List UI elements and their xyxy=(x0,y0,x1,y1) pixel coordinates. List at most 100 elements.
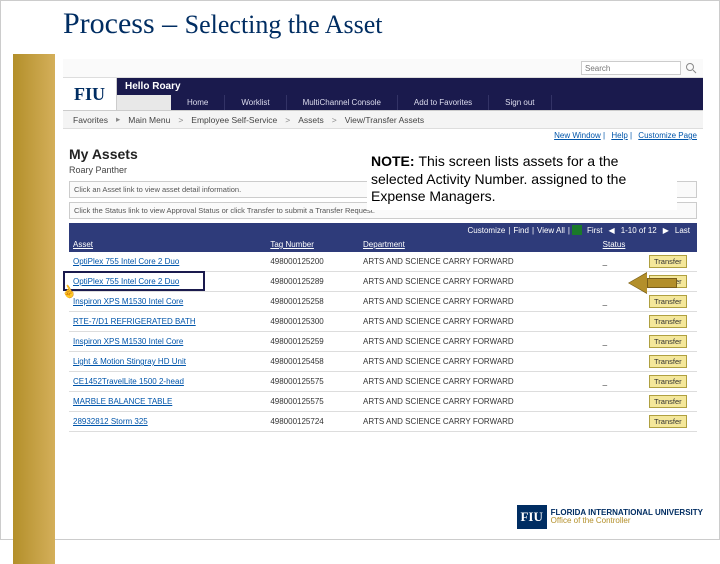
asset-cell: OptiPlex 755 Intel Core 2 Duo xyxy=(69,272,266,292)
col-tag[interactable]: Tag Number xyxy=(266,237,359,252)
asset-link[interactable]: MARBLE BALANCE TABLE xyxy=(73,397,172,406)
link-new-window[interactable]: New Window xyxy=(554,131,601,140)
bc-view[interactable]: View/Transfer Assets xyxy=(345,115,424,125)
search-input[interactable] xyxy=(581,61,681,75)
fiu-logo: FIU xyxy=(63,78,117,110)
pager-next-icon[interactable]: ▶ xyxy=(663,226,669,235)
transfer-cell: Transfer xyxy=(645,312,697,332)
dept-cell: ARTS AND SCIENCE CARRY FORWARD xyxy=(359,352,599,372)
dept-cell: ARTS AND SCIENCE CARRY FORWARD xyxy=(359,252,599,272)
transfer-button[interactable]: Transfer xyxy=(649,255,687,268)
dept-cell: ARTS AND SCIENCE CARRY FORWARD xyxy=(359,272,599,292)
transfer-button[interactable]: Transfer xyxy=(649,335,687,348)
table-row: OptiPlex 755 Intel Core 2 Duo 49800012520… xyxy=(69,252,697,272)
status-cell: _ xyxy=(599,372,645,392)
tag-cell: 498000125289 xyxy=(266,272,359,292)
link-customize-page[interactable]: Customize Page xyxy=(638,131,697,140)
title-main: Process – xyxy=(63,7,185,40)
asset-cell: Light & Motion Stingray HD Unit xyxy=(69,352,266,372)
asset-link[interactable]: Inspiron XPS M1530 Intel Core xyxy=(73,337,183,346)
nav-multichannel[interactable]: MultiChannel Console xyxy=(287,95,398,110)
transfer-button[interactable]: Transfer xyxy=(649,355,687,368)
asset-link[interactable]: 28932812 Storm 325 xyxy=(73,417,148,426)
table-controls: Customize | Find | View All | First ◀ 1-… xyxy=(69,223,697,237)
transfer-cell: Transfer xyxy=(645,392,697,412)
ctrl-last[interactable]: Last xyxy=(675,226,690,235)
nav-favorites[interactable]: Add to Favorites xyxy=(398,95,489,110)
asset-cell: CE1452TravelLite 1500 2-head xyxy=(69,372,266,392)
ctrl-first[interactable]: First xyxy=(587,226,603,235)
status-cell xyxy=(599,392,645,412)
bc-favorites[interactable]: Favorites xyxy=(73,115,108,125)
tag-cell: 498000125575 xyxy=(266,392,359,412)
pager-prev-icon[interactable]: ◀ xyxy=(609,226,615,235)
link-help[interactable]: Help xyxy=(611,131,627,140)
breadcrumb: Favorites▸ Main Menu> Employee Self-Serv… xyxy=(63,111,703,129)
tag-cell: 498000125200 xyxy=(266,252,359,272)
tag-cell: 498000125259 xyxy=(266,332,359,352)
dept-cell: ARTS AND SCIENCE CARRY FORWARD xyxy=(359,412,599,432)
nav-home[interactable]: Home xyxy=(171,95,225,110)
dept-cell: ARTS AND SCIENCE CARRY FORWARD xyxy=(359,312,599,332)
hello-user: Hello Roary xyxy=(117,78,703,95)
bc-assets[interactable]: Assets xyxy=(298,115,324,125)
asset-link[interactable]: RTE-7/D1 REFRIGERATED BATH xyxy=(73,317,196,326)
accent-bar xyxy=(13,54,55,564)
note-callout: NOTE: This screen lists assets for a the… xyxy=(367,149,677,210)
title-sub: Selecting the Asset xyxy=(185,10,383,39)
transfer-cell: Transfer xyxy=(645,372,697,392)
transfer-cell: Transfer xyxy=(645,412,697,432)
header-bar: FIU Hello Roary Home Worklist MultiChann… xyxy=(63,78,703,111)
col-asset[interactable]: Asset xyxy=(69,237,266,252)
transfer-button[interactable]: Transfer xyxy=(649,375,687,388)
top-nav: Home Worklist MultiChannel Console Add t… xyxy=(171,95,703,110)
col-dept[interactable]: Department xyxy=(359,237,599,252)
asset-link[interactable]: OptiPlex 755 Intel Core 2 Duo xyxy=(73,257,179,266)
asset-cell: Inspiron XPS M1530 Intel Core xyxy=(69,292,266,312)
callout-arrow xyxy=(629,274,677,292)
tag-cell: 498000125258 xyxy=(266,292,359,312)
asset-link[interactable]: OptiPlex 755 Intel Core 2 Duo xyxy=(73,277,179,286)
table-row: RTE-7/D1 REFRIGERATED BATH498000125300AR… xyxy=(69,312,697,332)
search-row xyxy=(63,59,703,78)
transfer-cell: Transfer xyxy=(645,292,697,312)
ctrl-find[interactable]: Find xyxy=(513,226,529,235)
asset-cell: 28932812 Storm 325 xyxy=(69,412,266,432)
col-status[interactable]: Status xyxy=(599,237,645,252)
nav-worklist[interactable]: Worklist xyxy=(225,95,286,110)
tag-cell: 498000125575 xyxy=(266,372,359,392)
table-row: CE1452TravelLite 1500 2-head 498000125575… xyxy=(69,372,697,392)
nav-signout[interactable]: Sign out xyxy=(489,95,551,110)
transfer-button[interactable]: Transfer xyxy=(649,395,687,408)
ctrl-customize[interactable]: Customize xyxy=(468,226,506,235)
asset-link[interactable]: CE1452TravelLite 1500 2-head xyxy=(73,377,184,386)
search-icon[interactable] xyxy=(685,62,697,74)
asset-cell: RTE-7/D1 REFRIGERATED BATH xyxy=(69,312,266,332)
table-row: Inspiron XPS M1530 Intel Core 49800012525… xyxy=(69,332,697,352)
transfer-button[interactable]: Transfer xyxy=(649,295,687,308)
transfer-cell: Transfer xyxy=(645,352,697,372)
transfer-button[interactable]: Transfer xyxy=(649,315,687,328)
dept-cell: ARTS AND SCIENCE CARRY FORWARD xyxy=(359,332,599,352)
table-row: OptiPlex 755 Intel Core 2 Duo 49800012528… xyxy=(69,272,697,292)
status-cell xyxy=(599,312,645,332)
page-links: New Window | Help | Customize Page xyxy=(63,129,703,142)
asset-link[interactable]: Light & Motion Stingray HD Unit xyxy=(73,357,186,366)
bc-ess[interactable]: Employee Self-Service xyxy=(191,115,277,125)
dept-cell: ARTS AND SCIENCE CARRY FORWARD xyxy=(359,372,599,392)
asset-cell: Inspiron XPS M1530 Intel Core xyxy=(69,332,266,352)
excel-icon[interactable] xyxy=(572,225,582,235)
dept-cell: ARTS AND SCIENCE CARRY FORWARD xyxy=(359,392,599,412)
transfer-button[interactable]: Transfer xyxy=(649,415,687,428)
bc-main-menu[interactable]: Main Menu xyxy=(128,115,170,125)
ctrl-view-all[interactable]: View All xyxy=(537,226,565,235)
slide-footer: FIU FLORIDA INTERNATIONAL UNIVERSITY Off… xyxy=(517,505,703,529)
asset-link[interactable]: Inspiron XPS M1530 Intel Core xyxy=(73,297,183,306)
status-cell: _ xyxy=(599,252,645,272)
transfer-cell: Transfer xyxy=(645,252,697,272)
asset-cell: OptiPlex 755 Intel Core 2 Duo xyxy=(69,252,266,272)
transfer-cell: Transfer xyxy=(645,332,697,352)
status-cell xyxy=(599,352,645,372)
footer-office: Office of the Controller xyxy=(551,517,703,525)
table-row: MARBLE BALANCE TABLE 498000125575ARTS AND… xyxy=(69,392,697,412)
